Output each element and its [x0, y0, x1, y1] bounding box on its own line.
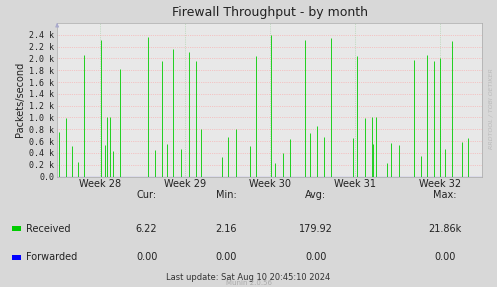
Text: Min:: Min:: [216, 190, 237, 200]
Text: 0.00: 0.00: [434, 253, 456, 262]
Text: 2.16: 2.16: [215, 224, 237, 234]
Y-axis label: Packets/second: Packets/second: [15, 62, 25, 137]
Text: 0.00: 0.00: [305, 253, 327, 262]
Text: 21.86k: 21.86k: [428, 224, 461, 234]
Text: Avg:: Avg:: [305, 190, 326, 200]
Text: Munin 2.0.56: Munin 2.0.56: [226, 280, 271, 286]
Text: Received: Received: [26, 224, 71, 234]
Text: 0.00: 0.00: [136, 253, 158, 262]
Text: 0.00: 0.00: [215, 253, 237, 262]
Text: 179.92: 179.92: [299, 224, 332, 234]
Text: Cur:: Cur:: [137, 190, 157, 200]
Text: Forwarded: Forwarded: [26, 253, 78, 262]
Title: Firewall Throughput - by month: Firewall Throughput - by month: [171, 6, 368, 19]
Text: Max:: Max:: [433, 190, 457, 200]
Text: RRDTOOL / TOBI OETIKER: RRDTOOL / TOBI OETIKER: [488, 69, 493, 150]
Text: Last update: Sat Aug 10 20:45:10 2024: Last update: Sat Aug 10 20:45:10 2024: [166, 273, 331, 282]
Text: 6.22: 6.22: [136, 224, 158, 234]
